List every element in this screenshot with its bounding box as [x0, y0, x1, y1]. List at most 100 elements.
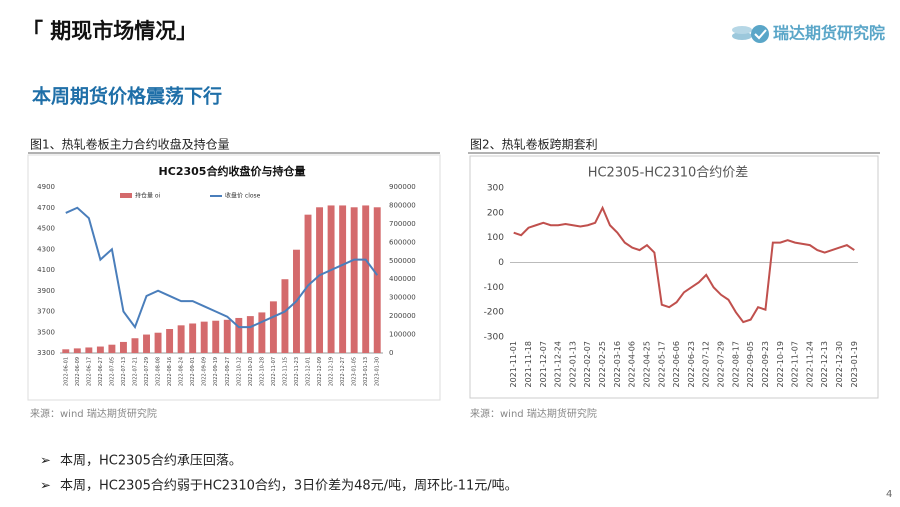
x-tick-label: 2023-01-30	[375, 357, 381, 386]
x-tick-label: 2022-11-07	[791, 341, 800, 388]
x-tick-label: 2022-07-29	[717, 341, 726, 388]
y2-tick-label: 800000	[389, 201, 416, 209]
x-tick-label: 2022-04-25	[642, 341, 651, 388]
x-tick-label: 2022-11-07	[271, 357, 277, 386]
x-tick-label: 2021-11-18	[524, 341, 533, 388]
y2-tick-label: 600000	[389, 238, 416, 246]
x-tick-label: 2022-05-17	[657, 341, 666, 388]
chart-frame	[469, 155, 879, 399]
y2-tick-label: 0	[389, 349, 393, 357]
x-tick-label: 2022-07-13	[121, 357, 127, 386]
y2-tick-label: 200000	[389, 312, 416, 320]
figure-caption: 图1、热轧卷板主力合约收盘及持仓量	[30, 137, 230, 152]
x-tick-label: 2022-10-20	[248, 357, 254, 386]
x-tick-label: 2022-11-23	[294, 357, 300, 386]
chart-frame	[27, 154, 441, 401]
bar	[212, 320, 220, 353]
y-tick-label: -300	[484, 333, 505, 343]
bar	[166, 329, 174, 353]
bar	[362, 205, 370, 353]
y-tick-label: 4700	[37, 204, 55, 212]
section-title: 本周期货价格震荡下行	[32, 85, 222, 108]
x-tick-label: 2022-06-01	[63, 357, 69, 386]
x-tick-label: 2021-11-01	[509, 341, 518, 388]
x-tick-label: 2022-09-09	[202, 357, 208, 386]
bar	[143, 334, 150, 353]
x-tick-label: 2023-01-05	[352, 357, 358, 386]
x-tick-label: 2022-08-24	[179, 357, 185, 386]
source: 来源：wind 瑞达期货研究院	[470, 407, 597, 420]
x-tick-label: 2022-02-07	[583, 341, 592, 388]
x-tick-label: 2022-07-29	[144, 357, 150, 386]
x-tick-label: 2022-09-27	[225, 357, 231, 386]
y-tick-label: 3900	[37, 287, 55, 295]
y-tick-label: 200	[487, 208, 504, 218]
logo-text: 瑞达期货研究院	[773, 24, 885, 43]
y-tick-label: 4500	[37, 225, 55, 233]
y2-tick-label: 100000	[389, 331, 416, 339]
y-tick-label: 300	[487, 184, 504, 194]
y-tick-label: 4300	[37, 245, 55, 253]
x-tick-label: 2022-04-06	[628, 341, 637, 388]
bar	[108, 344, 116, 353]
bullet: 本周，HC2305合约承压回落。	[60, 454, 242, 469]
legend-label: 持仓量 oi	[135, 192, 161, 200]
x-tick-label: 2022-12-27	[340, 357, 346, 386]
x-tick-label: 2022-08-17	[731, 341, 740, 388]
y-tick-label: -100	[484, 283, 505, 293]
x-tick-label: 2022-06-23	[687, 341, 696, 388]
bar	[258, 312, 266, 353]
bar	[119, 341, 127, 353]
x-tick-label: 2022-03-16	[613, 341, 622, 388]
bar	[177, 325, 185, 353]
bar	[200, 321, 208, 353]
bar	[62, 349, 70, 353]
x-tick-label: 2022-06-27	[98, 357, 104, 386]
x-tick-label: 2022-09-23	[761, 341, 770, 388]
bar	[350, 207, 358, 353]
legend-label: 收盘价 close	[225, 192, 261, 200]
header-title: 「 期现市场情况」	[22, 19, 197, 43]
y-tick-label: -200	[484, 308, 505, 318]
bar	[327, 205, 335, 353]
x-tick-label: 2022-11-15	[282, 357, 288, 386]
logo-icon	[732, 25, 769, 43]
bar	[223, 319, 231, 353]
x-tick-label: 2022-10-19	[776, 341, 785, 388]
chart-title: HC2305合约收盘价与持仓量	[159, 164, 306, 178]
bar	[304, 214, 312, 353]
y-tick-label: 0	[498, 258, 504, 268]
x-tick-label: 2022-12-09	[317, 357, 323, 386]
x-tick-label: 2021-12-24	[554, 341, 563, 388]
x-tick-label: 2022-07-05	[109, 357, 115, 386]
x-tick-label: 2022-09-05	[746, 341, 755, 388]
x-tick-label: 2022-07-12	[702, 341, 711, 388]
bar	[269, 301, 277, 353]
bar	[281, 279, 289, 353]
y2-tick-label: 700000	[389, 220, 416, 228]
y2-tick-label: 900000	[389, 183, 416, 191]
y2-tick-label: 500000	[389, 257, 416, 265]
legend-swatch	[120, 193, 132, 198]
page-number: 4	[886, 489, 892, 500]
bullet-marker: ➢	[40, 454, 51, 469]
x-tick-label: 2023-01-19	[850, 341, 859, 388]
chart-title: HC2305-HC2310合约价差	[588, 166, 749, 181]
x-tick-label: 2022-12-01	[306, 357, 312, 386]
x-tick-label: 2022-12-30	[835, 341, 844, 388]
bullet: 本周，HC2305合约弱于HC2310合约，3日价差为48元/吨，周环比-11元…	[60, 479, 518, 494]
x-tick-label: 2022-12-13	[820, 341, 829, 388]
line	[65, 206, 379, 330]
x-tick-label: 2022-11-24	[805, 341, 814, 388]
x-tick-label: 2023-01-13	[363, 357, 369, 386]
x-tick-label: 2022-12-19	[329, 357, 335, 386]
x-tick-label: 2022-10-12	[236, 357, 242, 386]
bar	[316, 207, 324, 353]
x-tick-label: 2022-02-25	[598, 341, 607, 388]
bar	[235, 317, 243, 353]
x-tick-label: 2022-09-01	[190, 357, 196, 386]
y2-tick-label: 400000	[389, 275, 416, 283]
x-tick-label: 2022-08-08	[156, 357, 162, 386]
y-tick-label: 3700	[37, 308, 55, 316]
